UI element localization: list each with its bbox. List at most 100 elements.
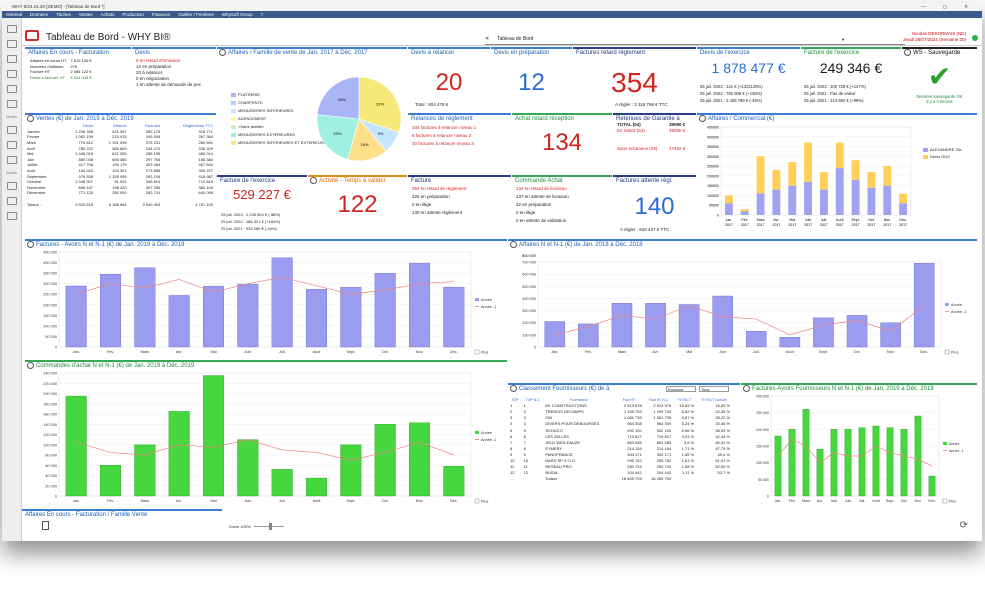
series-line[interactable]	[777, 438, 933, 467]
search-icon[interactable]	[6, 40, 17, 48]
document-icon[interactable]	[6, 126, 17, 134]
fournisseurs-chart[interactable]: 300 000 250 000 200 000 150 000 100 000 50 00…	[741, 392, 977, 508]
panel-achat-retard[interactable]: Achat retard réception 134	[512, 113, 612, 174]
bar[interactable]	[65, 285, 87, 348]
building-icon[interactable]	[6, 197, 17, 205]
bar-segment[interactable]	[867, 171, 876, 188]
options-icon[interactable]	[904, 49, 911, 56]
factures-chart[interactable]: 450 000 400 000 350 000 300 000 250 000 200 0…	[25, 248, 507, 359]
bar[interactable]	[134, 444, 156, 497]
bar[interactable]	[712, 295, 733, 348]
pie-slice[interactable]	[358, 76, 402, 133]
bar[interactable]	[830, 429, 838, 497]
bar-segment[interactable]	[835, 142, 844, 169]
panel-fact-exercice[interactable]: Facture de l'exercice 529 227 € 25 juil.…	[217, 175, 307, 238]
bar[interactable]	[544, 321, 566, 348]
folder-icon[interactable]	[6, 100, 17, 108]
bar-segment[interactable]	[756, 156, 765, 194]
bar[interactable]	[409, 262, 431, 348]
clipboard-icon[interactable]	[6, 55, 17, 63]
relance-row[interactable]: 106 factures à relancer niveau 1	[412, 125, 477, 130]
quote-icon[interactable]	[6, 156, 17, 164]
options-icon[interactable]	[219, 49, 226, 56]
options-icon[interactable]	[310, 177, 317, 184]
series-line[interactable]	[76, 439, 454, 461]
plus-checkbox[interactable]	[942, 498, 948, 504]
plus-checkbox[interactable]	[474, 349, 480, 355]
options-icon[interactable]	[27, 115, 34, 122]
filter-select[interactable]: Tous	[699, 386, 729, 392]
bar-segment[interactable]	[772, 189, 781, 215]
bar-segment[interactable]	[804, 142, 813, 182]
bar-segment[interactable]	[819, 171, 828, 190]
zoom-slider[interactable]	[254, 523, 284, 530]
options-icon[interactable]	[27, 362, 34, 369]
pie-slice[interactable]	[316, 114, 360, 160]
devis-row[interactable]: 1 en attente de demande de prix	[136, 82, 201, 87]
options-icon[interactable]	[510, 385, 517, 392]
table-row[interactable]: Janvier 1 206 338 421 397 289 175 418 771	[25, 129, 215, 135]
bar-segment[interactable]	[788, 185, 797, 215]
table-row[interactable]: 9 9 PANOFRANCE 304 171 304 171 1,65 % 49,4 %	[508, 451, 732, 457]
devis-row[interactable]: 0 en négociation	[136, 76, 170, 81]
bar[interactable]	[880, 322, 901, 348]
menu-help[interactable]: ?	[260, 12, 264, 17]
options-icon[interactable]	[510, 241, 517, 248]
zoom-slider-handle[interactable]	[269, 523, 272, 530]
bar-segment[interactable]	[788, 162, 797, 186]
bar[interactable]	[846, 315, 868, 348]
bar[interactable]	[202, 285, 224, 348]
bar[interactable]	[202, 375, 224, 497]
options-icon[interactable]	[27, 241, 34, 248]
bar[interactable]	[578, 323, 599, 348]
bar[interactable]	[746, 331, 767, 348]
bar-segment[interactable]	[851, 179, 860, 215]
bar-segment[interactable]	[899, 203, 908, 215]
bar-segment[interactable]	[883, 185, 892, 215]
bar[interactable]	[816, 449, 824, 497]
devis-row[interactable]: 20 à relancer	[136, 70, 163, 75]
dashboard-selector[interactable]: ✕ Tableau de Bord ▼	[485, 35, 905, 45]
invoice-icon[interactable]	[6, 141, 17, 149]
bar[interactable]	[645, 303, 666, 348]
bar[interactable]	[774, 435, 782, 497]
bar[interactable]	[168, 411, 190, 497]
table-row[interactable]: 1 1 EK CONSTRUCTIONS 2 913 678 2 913 975 15,8…	[508, 403, 732, 409]
table-row[interactable]: Août 164 943 194 301 273 896 309 227	[25, 168, 215, 174]
bar[interactable]	[237, 439, 259, 497]
bar[interactable]	[99, 465, 121, 497]
table-icon[interactable]	[6, 70, 17, 78]
table-row[interactable]: Avril 789 222 386 669 244 274 336 329	[25, 145, 215, 151]
bar[interactable]	[340, 287, 362, 348]
period-select[interactable]: Exercice	[666, 386, 696, 392]
devis-row[interactable]: 6 en retard d'émission	[136, 58, 181, 63]
bar[interactable]	[306, 288, 328, 348]
bar[interactable]	[306, 477, 328, 497]
table-row[interactable]: Mars 770 612 1 191 095 375 231 260 691	[25, 140, 215, 146]
options-icon[interactable]	[743, 385, 750, 392]
series-line[interactable]	[76, 276, 454, 295]
relance-row[interactable]: 8 factures à relancer niveau 2	[412, 133, 472, 138]
bar[interactable]	[886, 427, 894, 497]
bar[interactable]	[374, 273, 396, 348]
bar[interactable]	[99, 273, 121, 348]
bar-segment[interactable]	[883, 166, 892, 186]
bar[interactable]	[65, 395, 87, 497]
bar[interactable]	[813, 317, 834, 348]
bar[interactable]	[168, 295, 190, 348]
bar-segment[interactable]	[756, 193, 765, 215]
table-row[interactable]: 8 8 EYMERY 214 154 214 154 1,71 % 47,75 %	[508, 445, 732, 451]
bar-segment[interactable]	[851, 160, 860, 180]
menu-whysoft[interactable]: WhySoft Group	[221, 12, 253, 17]
bar-segment[interactable]	[835, 168, 844, 215]
bar[interactable]	[913, 263, 935, 348]
bar[interactable]	[928, 475, 936, 497]
menu-finances[interactable]: Finances	[151, 12, 171, 17]
clear-icon[interactable]: ✕	[485, 36, 490, 42]
menu-donnees[interactable]: Données	[30, 12, 49, 17]
table-row[interactable]: Mai 1 446 018 621 005 288 195 460 014	[25, 151, 215, 157]
table-row[interactable]: 12 12 BUSAL 204 442 204 442 1,11 % 53,7 %	[508, 470, 732, 476]
bar[interactable]	[678, 304, 700, 348]
facture-row[interactable]: 140 en attente règlement	[412, 210, 463, 215]
warehouse-icon[interactable]	[6, 212, 17, 220]
